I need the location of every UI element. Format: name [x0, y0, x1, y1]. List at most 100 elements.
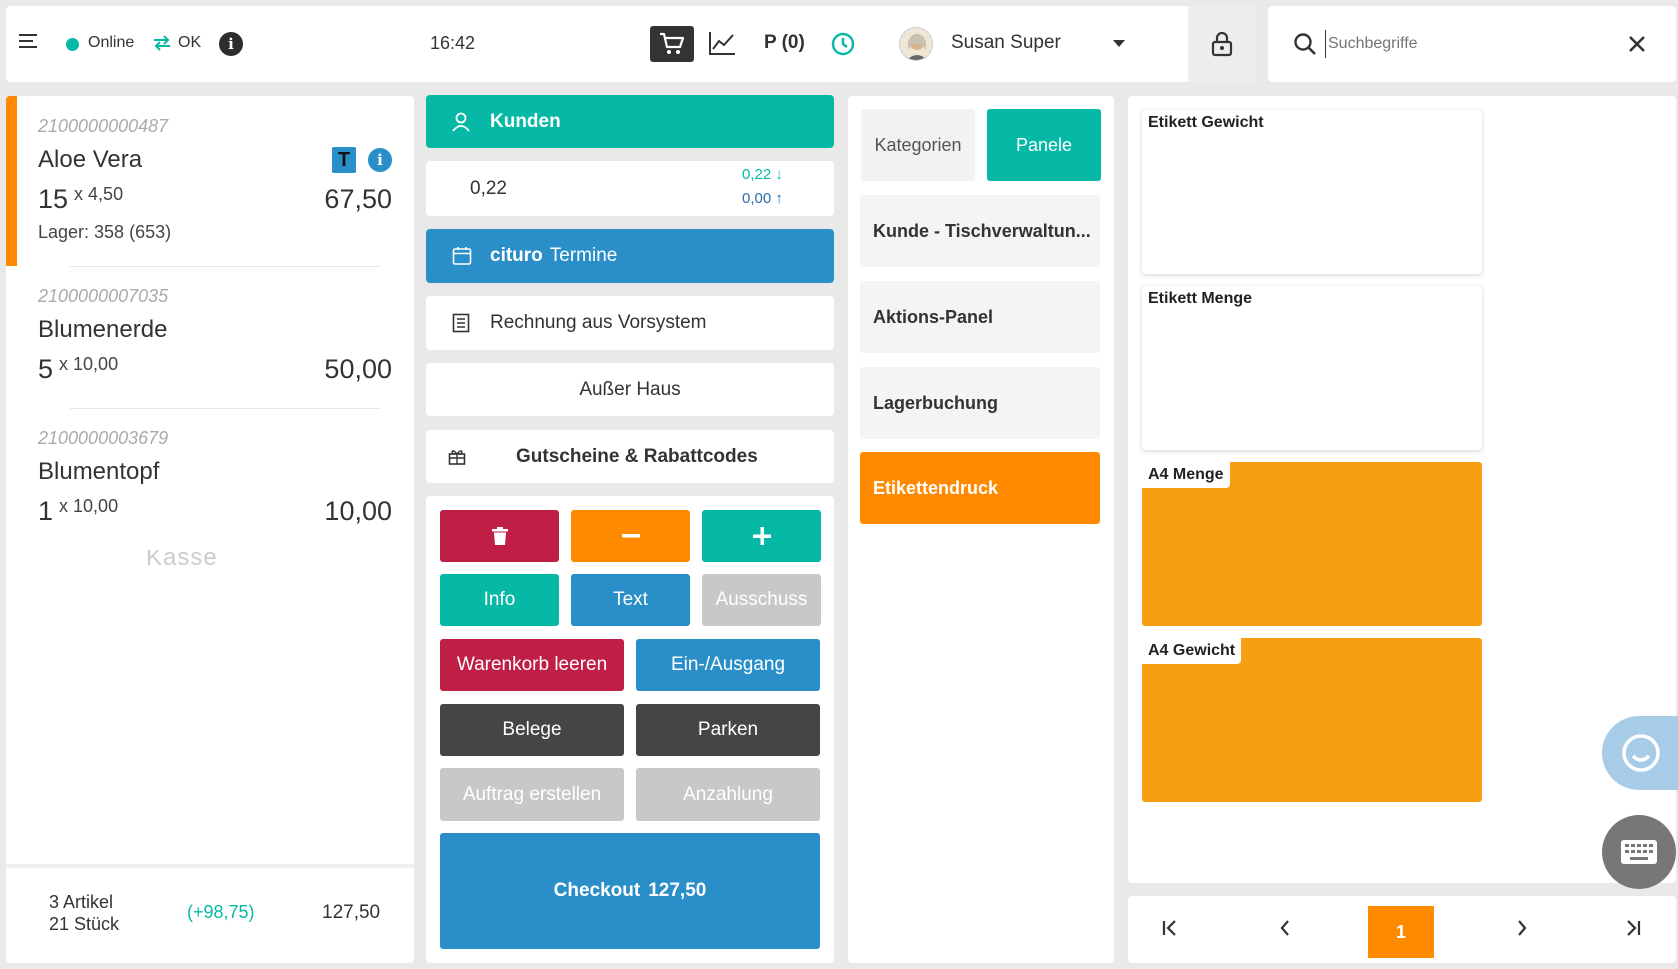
item-unit-price: x 4,50 — [74, 184, 124, 204]
checkout-label: Checkout — [553, 880, 641, 901]
item-total: 50,00 — [324, 354, 392, 384]
item-badge-t: T — [332, 147, 356, 173]
online-status-dot — [66, 38, 79, 51]
tile-label: Etikett Gewicht — [1148, 114, 1264, 131]
panel-item-label-printing[interactable]: Etikettendruck — [860, 452, 1100, 524]
cituro-appointments-button[interactable]: cituro Termine — [426, 229, 834, 283]
tile-a4-weight[interactable]: A4 Gewicht — [1142, 638, 1482, 802]
minus-icon — [621, 534, 640, 538]
chat-button[interactable] — [1602, 716, 1678, 790]
item-total: 67,50 — [324, 184, 392, 214]
close-icon[interactable] — [1628, 35, 1646, 53]
sync-icon — [152, 35, 172, 51]
divider — [70, 266, 380, 267]
cart-article-count: 3 Artikel — [49, 892, 114, 912]
sync-status-label: OK — [178, 34, 202, 51]
create-order-button[interactable]: Auftrag erstellen — [440, 768, 624, 821]
decrease-quantity-button[interactable] — [571, 510, 690, 562]
increase-quantity-button[interactable] — [702, 510, 821, 562]
document-icon — [452, 313, 470, 333]
item-name: Blumenerde — [38, 316, 168, 343]
keyboard-icon — [1621, 840, 1657, 864]
cart-difference: (+98,75) — [187, 902, 255, 922]
keyboard-button[interactable] — [1602, 815, 1676, 889]
takeaway-button[interactable]: Außer Haus — [426, 363, 834, 416]
info-icon[interactable]: i — [219, 32, 243, 56]
cart-piece-count: 21 Stück — [49, 914, 120, 934]
balance-in: 0,22 ↓ — [742, 166, 783, 183]
cart-icon — [660, 32, 685, 54]
calendar-icon — [452, 247, 472, 265]
last-page-icon[interactable] — [1625, 919, 1641, 942]
text-button[interactable]: Text — [571, 574, 690, 626]
search-input[interactable] — [1325, 30, 1605, 58]
panel-item-table-management[interactable]: Kunde - Tischverwaltun... — [860, 195, 1100, 267]
online-status-label: Online — [88, 34, 135, 51]
panel-list: Kategorien Panele Kunde - Tischverwaltun… — [848, 96, 1114, 963]
cituro-brand: cituro — [490, 245, 543, 266]
clear-cart-button[interactable]: Warenkorb leeren — [440, 639, 624, 691]
user-name[interactable]: Susan Super — [951, 32, 1061, 53]
customers-label: Kunden — [490, 110, 561, 132]
item-total: 10,00 — [324, 496, 392, 526]
item-info-icon[interactable]: i — [368, 148, 392, 172]
pager: 1 — [1128, 896, 1676, 963]
takeaway-label: Außer Haus — [579, 378, 681, 400]
balance-display[interactable]: 0,22 0,22 ↓ 0,00 ↑ — [426, 161, 834, 216]
tab-panels[interactable]: Panele — [987, 109, 1101, 181]
tile-label: Etikett Menge — [1148, 290, 1253, 307]
search-icon — [1293, 32, 1317, 56]
tile-label-weight[interactable]: Etikett Gewicht — [1142, 110, 1482, 274]
top-bar — [6, 6, 1254, 82]
checkout-button[interactable]: Checkout 127,50 — [440, 833, 820, 949]
previous-page-icon[interactable] — [1279, 919, 1291, 942]
info-button[interactable]: Info — [440, 574, 559, 626]
history-clock-icon[interactable] — [831, 32, 855, 56]
first-page-icon[interactable] — [1162, 919, 1178, 942]
menu-icon[interactable] — [19, 33, 39, 49]
deposit-button[interactable]: Anzahlung — [636, 768, 820, 821]
vouchers-button[interactable]: Gutscheine & Rabattcodes — [426, 430, 834, 483]
cash-in-out-button[interactable]: Ein-/Ausgang — [636, 639, 820, 691]
receipts-button[interactable]: Belege — [440, 704, 624, 756]
cart-total: 127,50 — [322, 902, 381, 923]
panel-item-stock-booking[interactable]: Lagerbuchung — [860, 367, 1100, 439]
park-button[interactable]: Parken — [636, 704, 820, 756]
item-name: Blumentopf — [38, 458, 160, 485]
waste-button[interactable]: Ausschuss — [702, 574, 821, 626]
item-name: Aloe Vera — [38, 146, 143, 173]
item-barcode: 2100000000487 — [38, 116, 169, 136]
cart-view-button[interactable] — [650, 26, 694, 62]
user-dropdown-icon[interactable] — [1113, 40, 1125, 47]
user-icon — [452, 112, 470, 132]
tile-label: A4 Menge — [1142, 462, 1230, 488]
tile-label-quantity[interactable]: Etikett Menge — [1142, 286, 1482, 450]
tab-categories[interactable]: Kategorien — [861, 109, 975, 181]
item-unit-price: x 10,00 — [59, 354, 119, 374]
parked-receipts-button[interactable]: P (0) — [764, 32, 805, 53]
panel-item-action-panel[interactable]: Aktions-Panel — [860, 281, 1100, 353]
statistics-icon[interactable] — [708, 30, 736, 56]
tile-a4-quantity[interactable]: A4 Menge — [1142, 462, 1482, 626]
invoice-import-button[interactable]: Rechnung aus Vorsystem — [426, 296, 834, 350]
delete-item-button[interactable] — [440, 510, 559, 562]
item-barcode: 2100000007035 — [38, 286, 169, 306]
invoice-import-label: Rechnung aus Vorsystem — [490, 312, 707, 333]
avatar[interactable] — [899, 27, 933, 61]
arrow-up-icon: ↑ — [775, 190, 783, 207]
gift-icon — [448, 449, 466, 465]
next-page-icon[interactable] — [1516, 919, 1528, 942]
current-page-button[interactable]: 1 — [1368, 906, 1434, 958]
lock-icon — [1211, 31, 1233, 57]
customers-button[interactable]: Kunden — [426, 95, 834, 148]
balance-out: 0,00 ↑ — [742, 190, 783, 207]
cart-item-aloe-vera[interactable]: 2100000000487 Aloe Vera T i 15 x 4,50 67,… — [6, 96, 414, 266]
cart-panel: 2100000000487 Aloe Vera T i 15 x 4,50 67,… — [6, 96, 414, 963]
divider — [70, 408, 380, 409]
lock-button[interactable] — [1188, 6, 1256, 82]
balance-value: 0,22 — [470, 178, 507, 199]
